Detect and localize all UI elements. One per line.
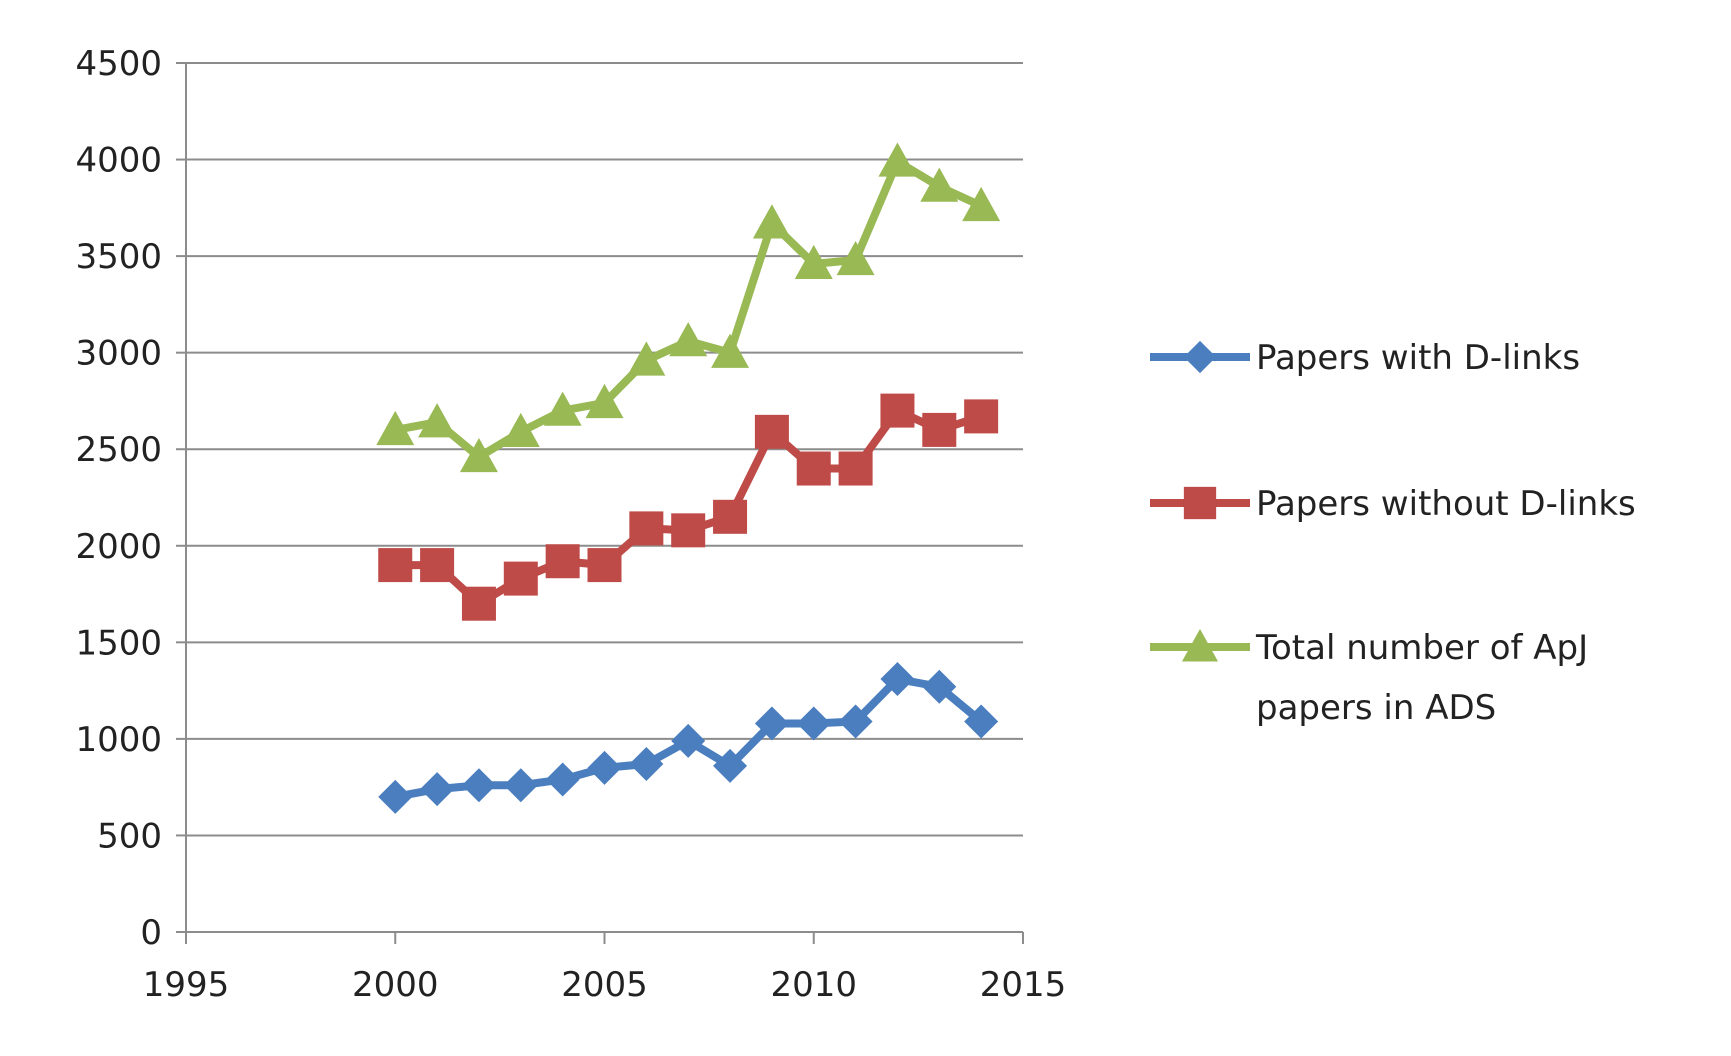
data-point xyxy=(503,561,538,596)
y-tick-label: 1500 xyxy=(75,623,162,663)
data-point xyxy=(420,548,455,583)
data-point xyxy=(922,669,957,704)
data-point xyxy=(713,748,748,783)
y-tick-label: 3500 xyxy=(75,237,162,277)
data-point xyxy=(585,383,624,419)
data-point xyxy=(461,768,496,803)
legend-label: Total number of ApJ xyxy=(1255,628,1588,668)
data-point xyxy=(629,511,664,546)
x-tick-label: 1995 xyxy=(143,965,230,1005)
y-tick-label: 1000 xyxy=(75,720,162,760)
y-tick-label: 2000 xyxy=(75,527,162,567)
axes: 0 500 1000 1500 2000 2500 3000 3500 4000 4500 1995… xyxy=(75,44,1066,1005)
series-1 xyxy=(378,393,999,621)
data-point xyxy=(545,762,580,797)
data-point xyxy=(964,704,999,739)
data-point xyxy=(796,706,831,741)
legend-label: Papers without D-links xyxy=(1256,484,1636,524)
data-point xyxy=(671,723,706,758)
series-line xyxy=(391,406,986,608)
legend-label: Papers with D-links xyxy=(1256,338,1580,378)
x-tick-label: 2015 xyxy=(980,965,1067,1005)
y-tick-label: 3000 xyxy=(75,334,162,374)
legend-marker xyxy=(1181,628,1219,662)
data-point xyxy=(378,548,413,583)
data-point xyxy=(713,499,748,534)
data-point xyxy=(587,548,622,583)
data-point xyxy=(964,399,999,434)
data-point xyxy=(838,451,873,486)
data-point xyxy=(501,412,540,448)
data-point xyxy=(880,662,915,697)
data-point xyxy=(920,167,959,202)
data-point xyxy=(878,142,917,177)
y-tick-label: 500 xyxy=(97,816,162,856)
data-point xyxy=(627,341,666,376)
data-point xyxy=(587,750,622,785)
legend-marker xyxy=(1183,486,1217,520)
data-point xyxy=(671,513,706,548)
data-point xyxy=(794,244,833,280)
x-tick-label: 2005 xyxy=(561,965,648,1005)
data-point xyxy=(376,410,415,446)
y-tick-label: 4000 xyxy=(75,141,162,181)
series-plot-area xyxy=(376,142,1001,814)
data-point xyxy=(545,544,580,579)
data-point xyxy=(418,403,457,438)
data-point xyxy=(461,586,496,621)
data-point xyxy=(754,706,789,741)
series-2 xyxy=(376,142,1001,473)
data-point xyxy=(752,204,791,239)
data-point xyxy=(669,322,708,357)
data-point xyxy=(922,412,957,447)
legend-item-0: Papers with D-links xyxy=(1150,338,1580,378)
data-point xyxy=(711,333,750,368)
x-tick-label: 2010 xyxy=(770,965,857,1005)
gridlines xyxy=(186,62,1023,837)
data-point xyxy=(543,391,582,426)
legend-marker xyxy=(1183,340,1217,374)
legend: Papers with D-links Papers without D-link… xyxy=(1150,338,1636,728)
data-point xyxy=(838,704,873,739)
y-tick-label: 4500 xyxy=(75,44,162,84)
legend-label: papers in ADS xyxy=(1256,688,1496,728)
legend-item-1: Papers without D-links xyxy=(1150,484,1636,524)
legend-item-2: Total number of ApJ papers in ADS xyxy=(1150,628,1588,728)
data-point xyxy=(754,414,789,449)
data-point xyxy=(459,437,498,473)
data-point xyxy=(420,772,455,807)
data-point xyxy=(503,768,538,803)
y-tick-label: 0 xyxy=(140,913,162,953)
data-point xyxy=(378,779,413,814)
data-point xyxy=(962,186,1001,222)
data-point xyxy=(880,393,915,428)
series-0 xyxy=(378,662,999,814)
x-tick-label: 2000 xyxy=(352,965,439,1005)
data-point xyxy=(629,746,664,781)
data-point xyxy=(796,451,831,486)
data-point xyxy=(836,240,875,276)
y-tick-label: 2500 xyxy=(75,430,162,470)
